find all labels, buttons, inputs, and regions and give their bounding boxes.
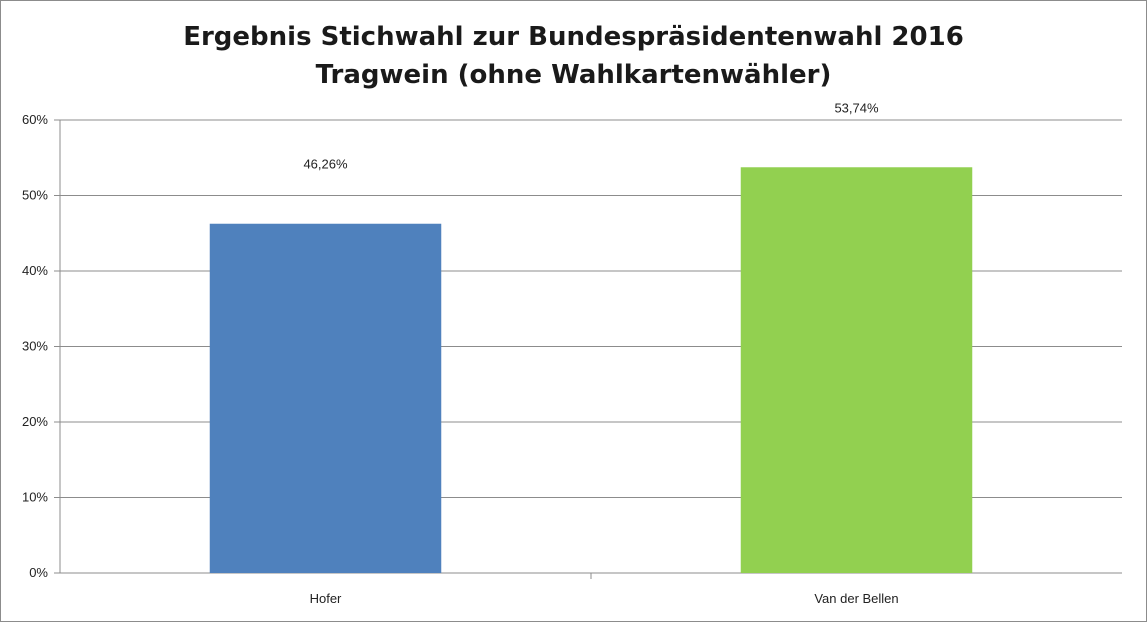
- y-tick-label: 10%: [22, 490, 48, 505]
- chart-title-line-2: Tragwein (ohne Wahlkartenwähler): [315, 60, 832, 90]
- chart-title-line-1: Ergebnis Stichwahl zur Bundespräsidenten…: [183, 22, 964, 52]
- data-label: 53,74%: [834, 100, 879, 115]
- chart-title: Ergebnis Stichwahl zur Bundespräsidenten…: [0, 18, 1147, 94]
- y-tick-label: 30%: [22, 339, 48, 354]
- data-label: 46,26%: [303, 157, 348, 172]
- bar: [740, 167, 973, 573]
- y-tick-label: 20%: [22, 414, 48, 429]
- y-tick-label: 0%: [29, 565, 48, 580]
- y-tick-label: 40%: [22, 263, 48, 278]
- bar: [209, 223, 442, 573]
- x-category-label: Van der Bellen: [814, 591, 898, 606]
- x-category-label: Hofer: [310, 591, 342, 606]
- y-tick-label: 60%: [22, 112, 48, 127]
- y-tick-label: 50%: [22, 188, 48, 203]
